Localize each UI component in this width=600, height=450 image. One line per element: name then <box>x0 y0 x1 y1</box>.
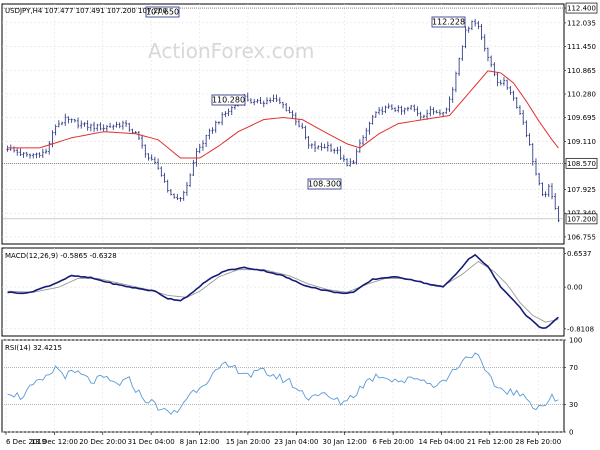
macd-panel: 0.6537 0.00 -0.8108 MACD(12,26,9) -0.5865 … <box>1 247 594 337</box>
annotation-label: 110.280 <box>212 96 245 105</box>
x-axis-label: 15 Jan 20:00 <box>226 438 270 446</box>
rsi-grid <box>2 339 564 433</box>
current-price-label: 107.200 <box>567 215 596 223</box>
price-axis-label: 109.110 <box>567 138 596 146</box>
macd-axis-label: 0.00 <box>567 284 583 292</box>
price-axis-label: 110.280 <box>567 91 596 99</box>
rsi-axis-label: 30 <box>569 401 578 409</box>
price-reference-lines <box>2 7 564 220</box>
price-grid <box>2 4 564 244</box>
annotation-label: 108.300 <box>308 180 341 189</box>
price-annotations: 107.650 110.280 108.300 112.228 <box>145 6 466 190</box>
ema-series <box>7 70 559 159</box>
rsi-axis-label: 70 <box>569 364 578 372</box>
macd-panel-border <box>1 247 565 337</box>
price-axis-label: 112.400 <box>567 5 596 13</box>
macd-grid <box>2 248 564 336</box>
rsi-axis: 100 70 30 0 <box>564 337 582 437</box>
current-price-box <box>565 213 598 225</box>
macd-series <box>7 253 559 329</box>
price-bars <box>6 19 560 222</box>
macd-axis: 0.6537 0.00 -0.8108 <box>564 250 594 333</box>
annotation-box <box>211 94 246 106</box>
x-axis-label: 23 Jan 04:00 <box>274 438 318 446</box>
price-axis-label: 110.865 <box>567 67 596 75</box>
x-axis-label: 28 Feb 20:00 <box>515 438 561 446</box>
macd-label: MACD(12,26,9) -0.5865 -0.6328 <box>5 252 117 260</box>
price-axis-label: 109.695 <box>567 114 596 122</box>
price-axis-label: 112.035 <box>567 19 596 27</box>
x-axis-label: 8 Jan 12:00 <box>180 438 220 446</box>
macd-signal-series <box>7 260 559 323</box>
annotation-box <box>145 6 180 18</box>
price-panel: ActionForex.com 107.650 110.280 108.300 112… <box>1 2 598 245</box>
annotation-box <box>307 178 342 190</box>
rsi-axis-label: 100 <box>569 337 582 345</box>
x-axis-label: 20 Dec 20:00 <box>79 438 126 446</box>
price-axis-label: 106.755 <box>567 233 596 241</box>
macd-lines <box>7 253 559 329</box>
price-axis-label: 107.925 <box>567 186 596 194</box>
watermark: ActionForex.com <box>148 39 314 63</box>
price-axis-label: 108.570 <box>567 160 596 168</box>
price-axis: 106.755107.340107.925108.570109.110109.6… <box>564 2 598 241</box>
x-axis-label: 31 Dec 04:00 <box>128 438 175 446</box>
annotation-box <box>431 16 466 28</box>
price-panel-border <box>1 3 565 245</box>
x-axis-label: 6 Feb 20:00 <box>372 438 413 446</box>
rsi-panel: 100 70 30 0 RSI(14) 32.4215 <box>1 337 582 437</box>
x-axis-label: 13 Dec 12:00 <box>31 438 78 446</box>
x-axis-label: 6 Dec 2019 <box>6 438 46 446</box>
x-axis-label: 21 Feb 12:00 <box>467 438 513 446</box>
x-axis-label: 14 Feb 04:00 <box>418 438 464 446</box>
annotation-label: 107.650 <box>146 8 179 17</box>
price-axis-label: 111.450 <box>567 43 596 51</box>
ema-line <box>7 70 559 159</box>
symbol-header: USDJPY,H4 107.477 107.491 107.200 107.20… <box>5 7 167 15</box>
rsi-label: RSI(14) 32.4215 <box>5 344 62 352</box>
rsi-line <box>7 352 559 415</box>
x-axis-label: 30 Jan 12:00 <box>323 438 367 446</box>
rsi-series <box>7 352 559 415</box>
macd-axis-label: 0.6537 <box>567 250 592 258</box>
annotation-label: 112.228 <box>432 18 465 27</box>
rsi-axis-label: 0 <box>569 429 573 437</box>
macd-axis-label: -0.8108 <box>567 325 594 333</box>
